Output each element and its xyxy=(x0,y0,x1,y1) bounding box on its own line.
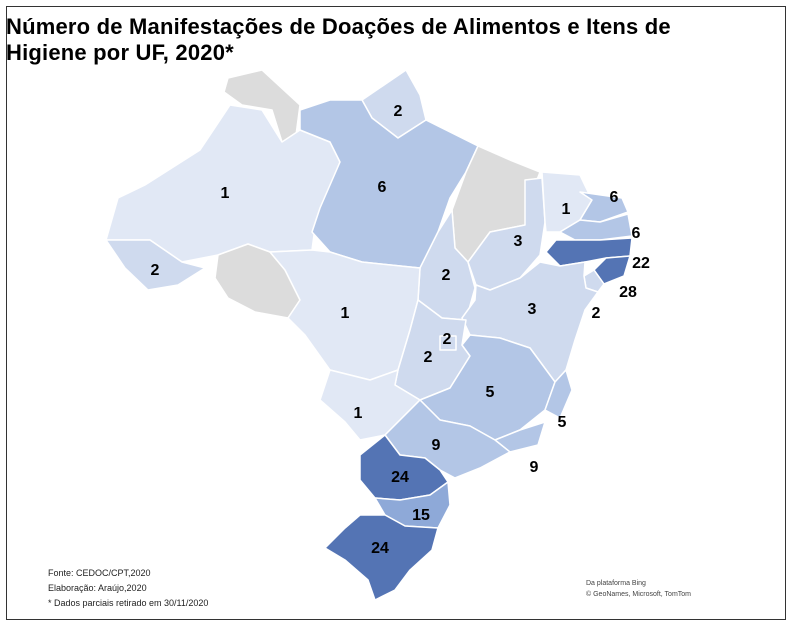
label-SC: 15 xyxy=(412,507,430,524)
elaboration-line: Elaboração: Araújo,2020 xyxy=(48,583,147,593)
label-PR: 24 xyxy=(391,469,409,486)
label-TO: 2 xyxy=(442,267,451,284)
title-line-2: Higiene por UF, 2020* xyxy=(6,40,234,65)
map-frame xyxy=(6,6,786,620)
state-AC xyxy=(105,239,206,291)
label-PB: 6 xyxy=(632,225,641,242)
title-line-1: Número de Manifestações de Doações de Al… xyxy=(6,14,671,39)
label-AP: 2 xyxy=(394,103,403,120)
label-BA: 3 xyxy=(528,301,537,318)
label-MT: 1 xyxy=(341,305,350,322)
source-line: Fonte: CEDOC/CPT,2020 xyxy=(48,568,151,578)
label-RS: 24 xyxy=(371,540,389,557)
state-AL xyxy=(593,255,631,285)
value-labels: 2 1 6 2 1 3 2 3 1 2 2 5 1 9 24 15 24 6 6… xyxy=(151,103,650,557)
geonames-credit: © GeoNames, Microsoft, TomTom xyxy=(586,591,691,598)
state-RS xyxy=(324,514,439,601)
label-PI: 3 xyxy=(514,233,523,250)
label-SP: 9 xyxy=(432,437,441,454)
label-AC: 2 xyxy=(151,262,160,279)
label-GO: 2 xyxy=(424,349,433,366)
label-DF: 2 xyxy=(443,331,452,348)
label-RN: 6 xyxy=(610,189,619,206)
state-ES xyxy=(544,369,573,419)
state-DF xyxy=(439,335,457,351)
label-RJ: 9 xyxy=(530,459,539,476)
label-AM: 1 xyxy=(221,185,230,202)
label-ES: 5 xyxy=(558,414,567,431)
label-SE: 2 xyxy=(592,305,601,322)
label-CE: 1 xyxy=(562,201,571,218)
label-PA: 6 xyxy=(378,179,387,196)
source-credits: Fonte: CEDOC/CPT,2020 Elaboração: Araújo… xyxy=(48,566,208,611)
label-MG: 5 xyxy=(486,384,495,401)
state-PA xyxy=(299,99,479,269)
label-PE: 22 xyxy=(632,255,650,272)
partial-data-note: * Dados parciais retirado em 30/11/2020 xyxy=(48,598,209,608)
bing-credit: Da plataforma Bing xyxy=(586,580,646,587)
label-AL: 28 xyxy=(619,284,637,301)
map-provider-credits: Da plataforma Bing © GeoNames, Microsoft… xyxy=(586,578,691,600)
map-title: Número de Manifestações de Doações de Al… xyxy=(6,14,782,66)
label-MS: 1 xyxy=(354,405,363,422)
